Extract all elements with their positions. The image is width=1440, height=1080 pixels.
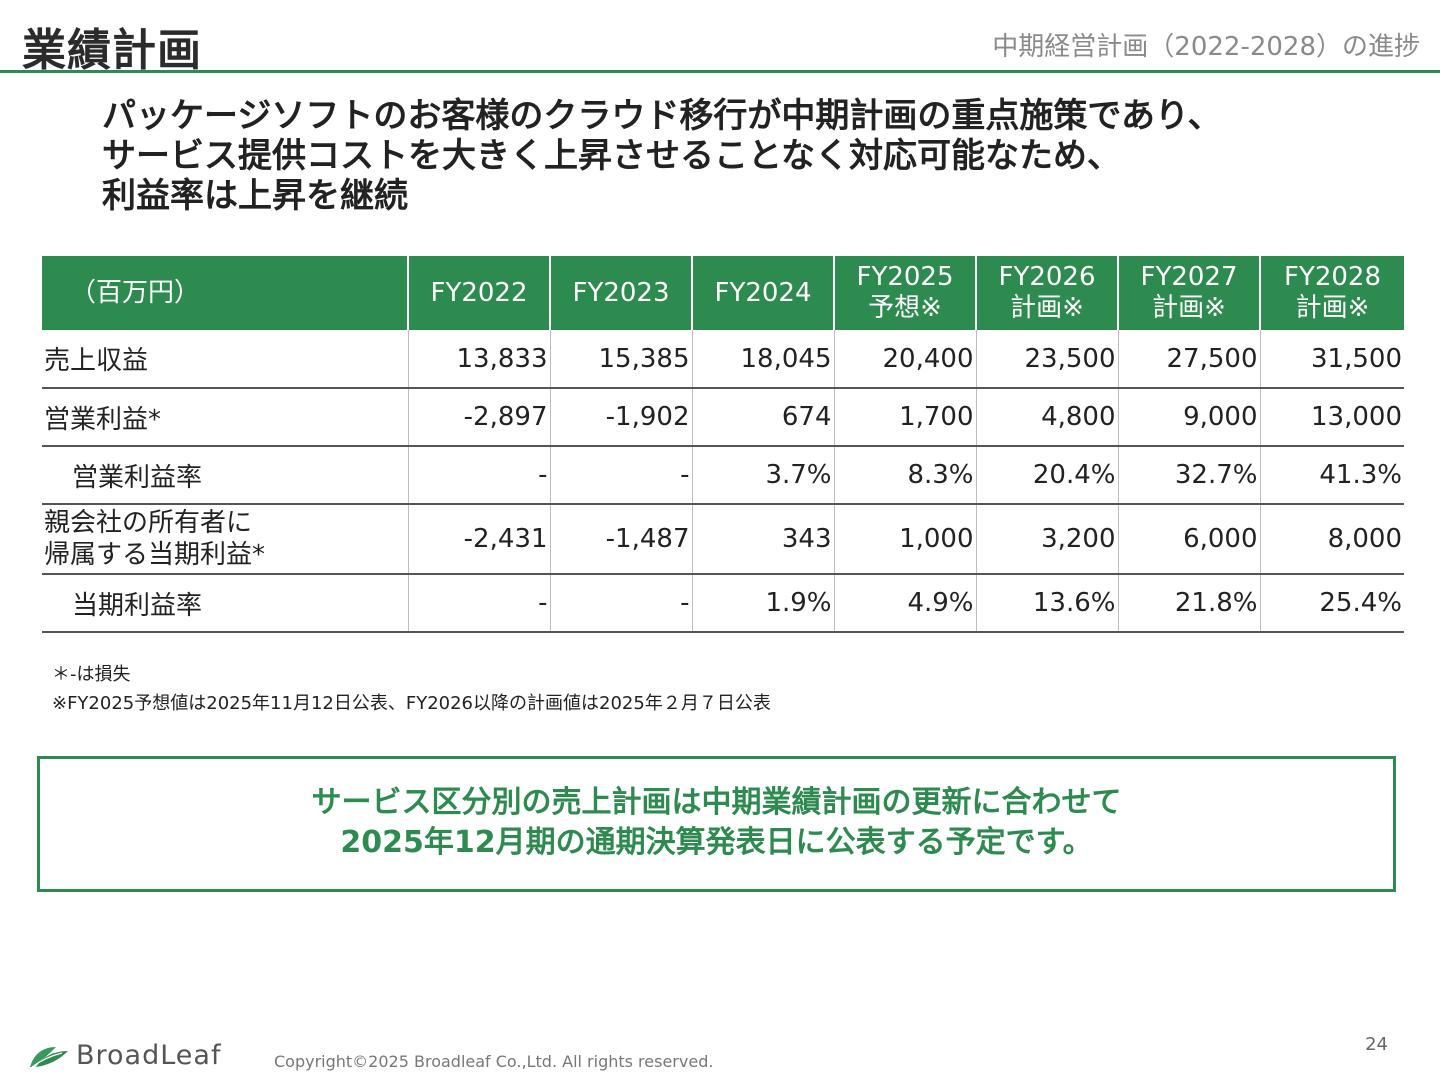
announcement-line: 2025年12月期の通期決算発表日に公表する予定です。 — [340, 825, 1093, 860]
logo-wordmark: BroadLeaf — [76, 1040, 222, 1071]
table-cell: 25.4% — [1259, 574, 1404, 633]
unit-label: （百万円） — [42, 256, 408, 330]
table-cell: 32.7% — [1117, 446, 1260, 505]
copyright: Copyright©2025 Broadleaf Co.,Ltd. All ri… — [274, 1052, 714, 1071]
column-header: FY2028 計画※ — [1259, 256, 1404, 330]
table-cell: 4,800 — [975, 388, 1118, 447]
column-header: FY2023 — [549, 256, 692, 330]
table-cell: - — [549, 446, 692, 505]
table-cell: 8.3% — [833, 446, 976, 505]
table-cell: 1,700 — [833, 388, 976, 447]
table-cell: 3.7% — [691, 446, 834, 505]
row-label: 当期利益率 — [42, 574, 408, 633]
row-label: 営業利益率 — [42, 446, 408, 505]
table-cell: 23,500 — [975, 330, 1118, 389]
column-header: FY2027 計画※ — [1117, 256, 1260, 330]
row-label: 営業利益* — [42, 388, 408, 447]
table-cell: 20.4% — [975, 446, 1118, 505]
table-cell: 20,400 — [833, 330, 976, 389]
table-cell: 9,000 — [1117, 388, 1260, 447]
table-cell: -2,897 — [407, 388, 550, 447]
table-cell: 13,000 — [1259, 388, 1404, 447]
leaf-icon — [30, 1046, 68, 1067]
table-row: 当期利益率 - - 1.9% 4.9% 13.6% 21.8% 25.4% — [42, 574, 1404, 633]
table-cell: 31,500 — [1259, 330, 1404, 389]
table-cell: 13.6% — [975, 574, 1118, 633]
column-header: FY2025 予想※ — [833, 256, 976, 330]
column-header: FY2022 — [407, 256, 550, 330]
table-row: 売上収益 13,833 15,385 18,045 20,400 23,500 … — [42, 330, 1404, 389]
footnotes: ＊-は損失 ※FY2025予想値は2025年11月12日公表、FY2026以降の… — [52, 660, 771, 718]
section-subtitle: 中期経営計画（2022-2028）の進捗 — [992, 32, 1420, 62]
table-cell: 13,833 — [407, 330, 550, 389]
table-cell: 18,045 — [691, 330, 834, 389]
table-cell: -1,487 — [549, 504, 692, 575]
page-number: 24 — [1365, 1034, 1388, 1055]
headline-line: サービス提供コストを大きく上昇させることなく対応可能なため、 — [102, 136, 1121, 176]
headline-line: パッケージソフトのお客様のクラウド移行が中期計画の重点施策であり、 — [102, 96, 1222, 136]
performance-table: （百万円） FY2022 FY2023 FY2024 FY2025 予想※ FY2… — [42, 256, 1404, 633]
footnote: ＊-は損失 — [52, 664, 131, 685]
column-header: FY2024 — [691, 256, 834, 330]
table-header-row: （百万円） FY2022 FY2023 FY2024 FY2025 予想※ FY2… — [42, 256, 1404, 330]
table-cell: 21.8% — [1117, 574, 1260, 633]
table-cell: 27,500 — [1117, 330, 1260, 389]
table-cell: - — [407, 574, 550, 633]
table-cell: 6,000 — [1117, 504, 1260, 575]
table-cell: -2,431 — [407, 504, 550, 575]
column-header: FY2026 計画※ — [975, 256, 1118, 330]
company-logo: BroadLeaf — [28, 1040, 221, 1071]
table-cell: 4.9% — [833, 574, 976, 633]
table-cell: 343 — [691, 504, 834, 575]
table-cell: - — [407, 446, 550, 505]
table-cell: 8,000 — [1259, 504, 1404, 575]
row-label: 売上収益 — [42, 330, 408, 389]
announcement-box: サービス区分別の売上計画は中期業績計画の更新に合わせて 2025年12月期の通期… — [37, 756, 1396, 892]
table-row: 営業利益* -2,897 -1,902 674 1,700 4,800 9,00… — [42, 388, 1404, 447]
page-title: 業績計画 — [22, 25, 202, 76]
announcement-line: サービス区分別の売上計画は中期業績計画の更新に合わせて — [311, 785, 1122, 820]
header-divider — [0, 70, 1440, 73]
table-cell: 674 — [691, 388, 834, 447]
table-cell: 15,385 — [549, 330, 692, 389]
headline-line: 利益率は上昇を継続 — [102, 176, 408, 216]
table-cell: 1.9% — [691, 574, 834, 633]
row-label: 親会社の所有者に 帰属する当期利益* — [42, 504, 408, 575]
table-row: 営業利益率 - - 3.7% 8.3% 20.4% 32.7% 41.3% — [42, 446, 1404, 505]
table-cell: - — [549, 574, 692, 633]
table-row: 親会社の所有者に 帰属する当期利益* -2,431 -1,487 343 1,00… — [42, 504, 1404, 575]
table-cell: 1,000 — [833, 504, 976, 575]
table-cell: 3,200 — [975, 504, 1118, 575]
headline: パッケージソフトのお客様のクラウド移行が中期計画の重点施策であり、 サービス提供… — [102, 96, 1222, 216]
table-cell: 41.3% — [1259, 446, 1404, 505]
footnote: ※FY2025予想値は2025年11月12日公表、FY2026以降の計画値は20… — [52, 693, 771, 714]
table-cell: -1,902 — [549, 388, 692, 447]
